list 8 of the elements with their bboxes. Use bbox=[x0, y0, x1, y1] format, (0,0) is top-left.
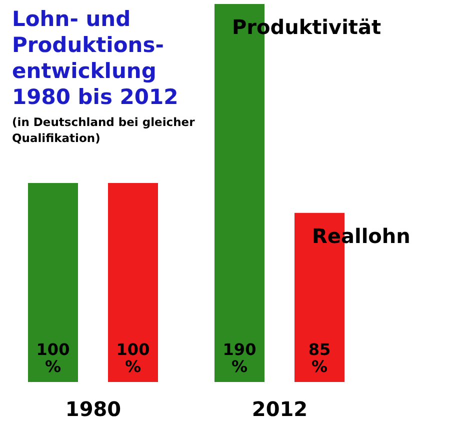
text: Lohn- und Produktions-entwicklung 1980 bis 2012 bbox=[12, 6, 180, 110]
data-label: 85 % bbox=[308, 340, 331, 376]
data-label: 100 % bbox=[116, 340, 150, 376]
text: (in Deutschland bei gleicher Qualifikation) bbox=[12, 114, 196, 146]
data-label: 190 % bbox=[222, 340, 256, 376]
x-tick-label: 1980 bbox=[65, 397, 122, 422]
data-label: 100 % bbox=[36, 340, 70, 376]
x-tick-label: 2012 bbox=[252, 397, 308, 422]
